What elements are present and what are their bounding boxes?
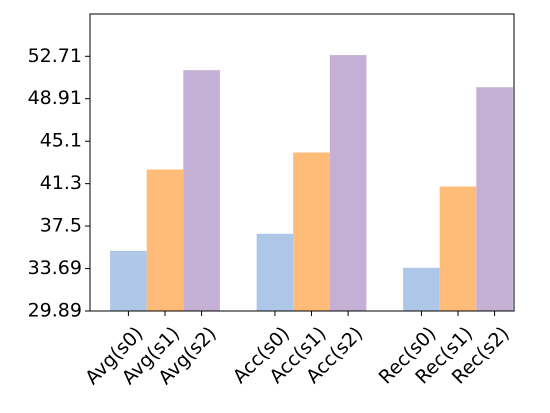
bar: [110, 250, 147, 311]
y-tick-label: 52.71: [28, 45, 82, 67]
plot-frame: [89, 13, 515, 312]
bar: [476, 87, 513, 311]
y-tick-label: 37.5: [40, 215, 82, 237]
y-tick-label: 29.89: [28, 300, 82, 322]
bar: [146, 169, 184, 311]
bar: [183, 70, 220, 311]
y-tick-label: 33.69: [28, 257, 82, 279]
bar: [256, 233, 294, 311]
y-tick-label: 45.1: [40, 130, 82, 152]
y-tick-label: 48.91: [28, 87, 82, 109]
bar: [439, 186, 477, 311]
bar: [403, 267, 440, 311]
bar: [329, 55, 367, 312]
bar: [293, 152, 330, 311]
y-tick-label: 41.3: [40, 172, 82, 194]
